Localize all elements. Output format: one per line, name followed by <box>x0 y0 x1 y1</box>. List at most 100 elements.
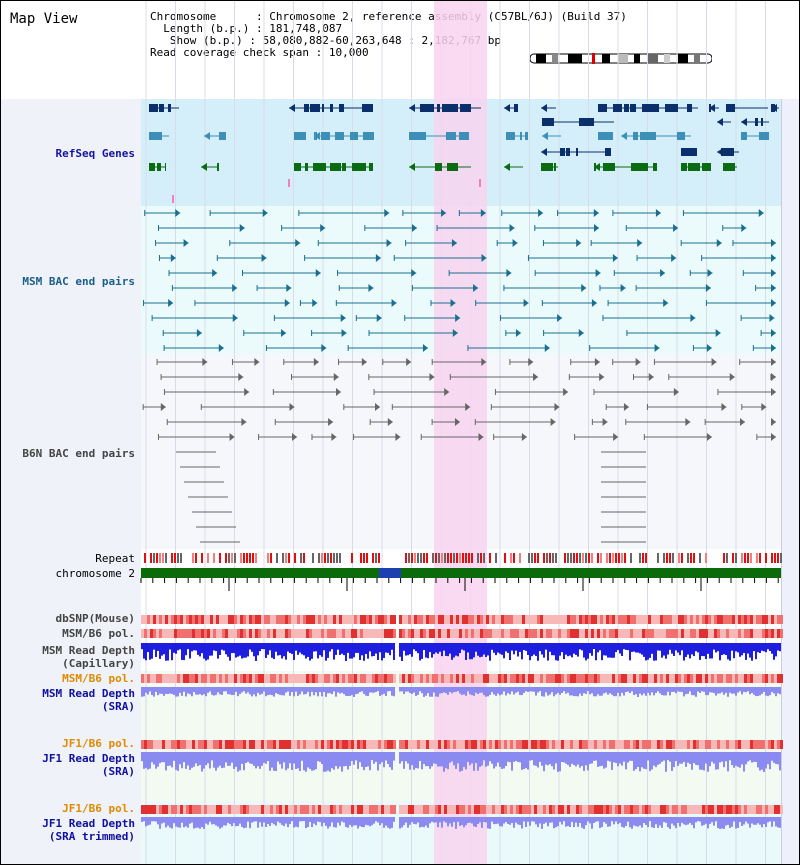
pol-cell <box>627 805 630 814</box>
depth-bar <box>349 687 351 696</box>
depth-bar <box>701 687 703 692</box>
pol-cell <box>678 740 681 749</box>
bac-end-arrow <box>481 254 487 262</box>
pol-cell <box>492 615 495 624</box>
depth-bar <box>489 643 491 661</box>
depth-bar <box>773 643 775 660</box>
pol-cell <box>189 740 192 749</box>
track-label-msm-bac[interactable]: MSM BAC end pairs <box>22 275 135 288</box>
depth-bar <box>311 817 313 828</box>
bac-end-arrow <box>374 403 380 411</box>
depth-bar <box>753 817 755 825</box>
pol-cell <box>321 740 324 749</box>
depth-bar <box>733 687 735 694</box>
depth-bar <box>555 687 557 695</box>
depth-bar <box>549 752 551 765</box>
track-label-msm-b6-pol-1[interactable]: MSM/B6 pol. <box>62 627 135 640</box>
repeat-element <box>225 553 227 563</box>
depth-bar <box>459 752 461 772</box>
pol-cell <box>180 629 183 638</box>
track-label-msm-depth-cap[interactable]: MSM Read Depth <box>42 644 135 657</box>
depth-bar <box>267 752 269 761</box>
depth-bar <box>141 752 143 762</box>
pol-cell <box>606 740 609 749</box>
track-label-dbsnp[interactable]: dbSNP(Mouse) <box>55 612 135 625</box>
track-label-jf1-b6-pol-1[interactable]: JF1/B6 pol. <box>62 737 135 750</box>
depth-bar <box>517 752 519 763</box>
pol-cell <box>498 674 501 683</box>
repeat-element <box>285 553 287 563</box>
depth-bar <box>717 643 719 652</box>
depth-bar <box>201 752 203 772</box>
pol-cell <box>192 805 195 814</box>
depth-bar <box>227 687 229 695</box>
pol-cell <box>198 629 201 638</box>
pol-cell <box>624 805 627 814</box>
pol-cell <box>324 674 327 683</box>
track-label-jf1-depth-trim[interactable]: JF1 Read Depth <box>42 817 135 830</box>
repeat-element <box>723 553 725 563</box>
pol-cell <box>315 805 318 814</box>
repeat-element <box>615 553 617 563</box>
pol-cell <box>399 629 402 638</box>
track-label-msm-b6-pol-2[interactable]: MSM/B6 pol. <box>62 672 135 685</box>
depth-bar <box>537 817 539 828</box>
depth-bar <box>563 817 565 822</box>
depth-bar <box>491 687 493 693</box>
pol-cell <box>732 674 735 683</box>
track-label-jf1-depth-sra[interactable]: JF1 Read Depth <box>42 752 135 765</box>
depth-bar <box>689 817 691 824</box>
depth-bar <box>623 752 625 762</box>
depth-bar <box>443 643 445 651</box>
bac-end-arrow <box>594 358 600 366</box>
depth-bar <box>579 687 581 694</box>
depth-bar <box>679 643 681 656</box>
depth-bar <box>537 752 539 768</box>
pol-cell <box>693 805 696 814</box>
bac-end-arrow <box>395 433 401 441</box>
bac-end-arrow <box>262 209 268 217</box>
chromosome-ideogram[interactable] <box>530 53 712 64</box>
pol-cell <box>177 674 180 683</box>
depth-bar <box>727 687 729 697</box>
pol-cell <box>720 740 723 749</box>
depth-bar <box>225 817 227 826</box>
pol-cell <box>573 629 576 638</box>
pol-cell <box>702 674 705 683</box>
depth-bar <box>367 817 369 826</box>
gene-arrow <box>741 118 747 126</box>
scroll-strip[interactable] <box>781 99 799 864</box>
depth-bar <box>493 752 495 769</box>
pol-cell <box>264 740 267 749</box>
depth-bar <box>325 752 327 772</box>
track-label-msm-depth-sra[interactable]: MSM Read Depth <box>42 687 135 700</box>
depth-bar <box>149 817 151 825</box>
track-label-jf1-depth-trim-sub: (SRA trimmed) <box>48 830 135 843</box>
pol-cell <box>252 805 255 814</box>
depth-bar <box>451 643 453 660</box>
depth-bar <box>703 643 705 657</box>
bac-end-arrow <box>284 299 290 307</box>
depth-bar <box>261 687 263 694</box>
pol-cell <box>525 674 528 683</box>
depth-bar <box>265 687 267 697</box>
pol-cell <box>489 805 492 814</box>
depth-bar <box>369 643 371 652</box>
depth-bar <box>377 643 379 660</box>
repeat-element <box>288 553 290 563</box>
track-label-jf1-b6-pol-2[interactable]: JF1/B6 pol. <box>62 802 135 815</box>
depth-bar <box>565 643 567 655</box>
depth-bar <box>399 687 401 692</box>
depth-bar <box>349 817 351 825</box>
depth-bar <box>535 687 537 696</box>
pol-cell <box>690 805 693 814</box>
track-label-b6n-bac[interactable]: B6N BAC end pairs <box>22 447 135 460</box>
depth-bar <box>379 752 381 765</box>
pol-cell <box>744 629 747 638</box>
track-label-refseq[interactable]: RefSeq Genes <box>55 147 135 160</box>
depth-bar <box>495 643 497 656</box>
depth-bar <box>279 687 281 695</box>
pol-cell <box>276 674 279 683</box>
pol-cell <box>648 615 651 624</box>
